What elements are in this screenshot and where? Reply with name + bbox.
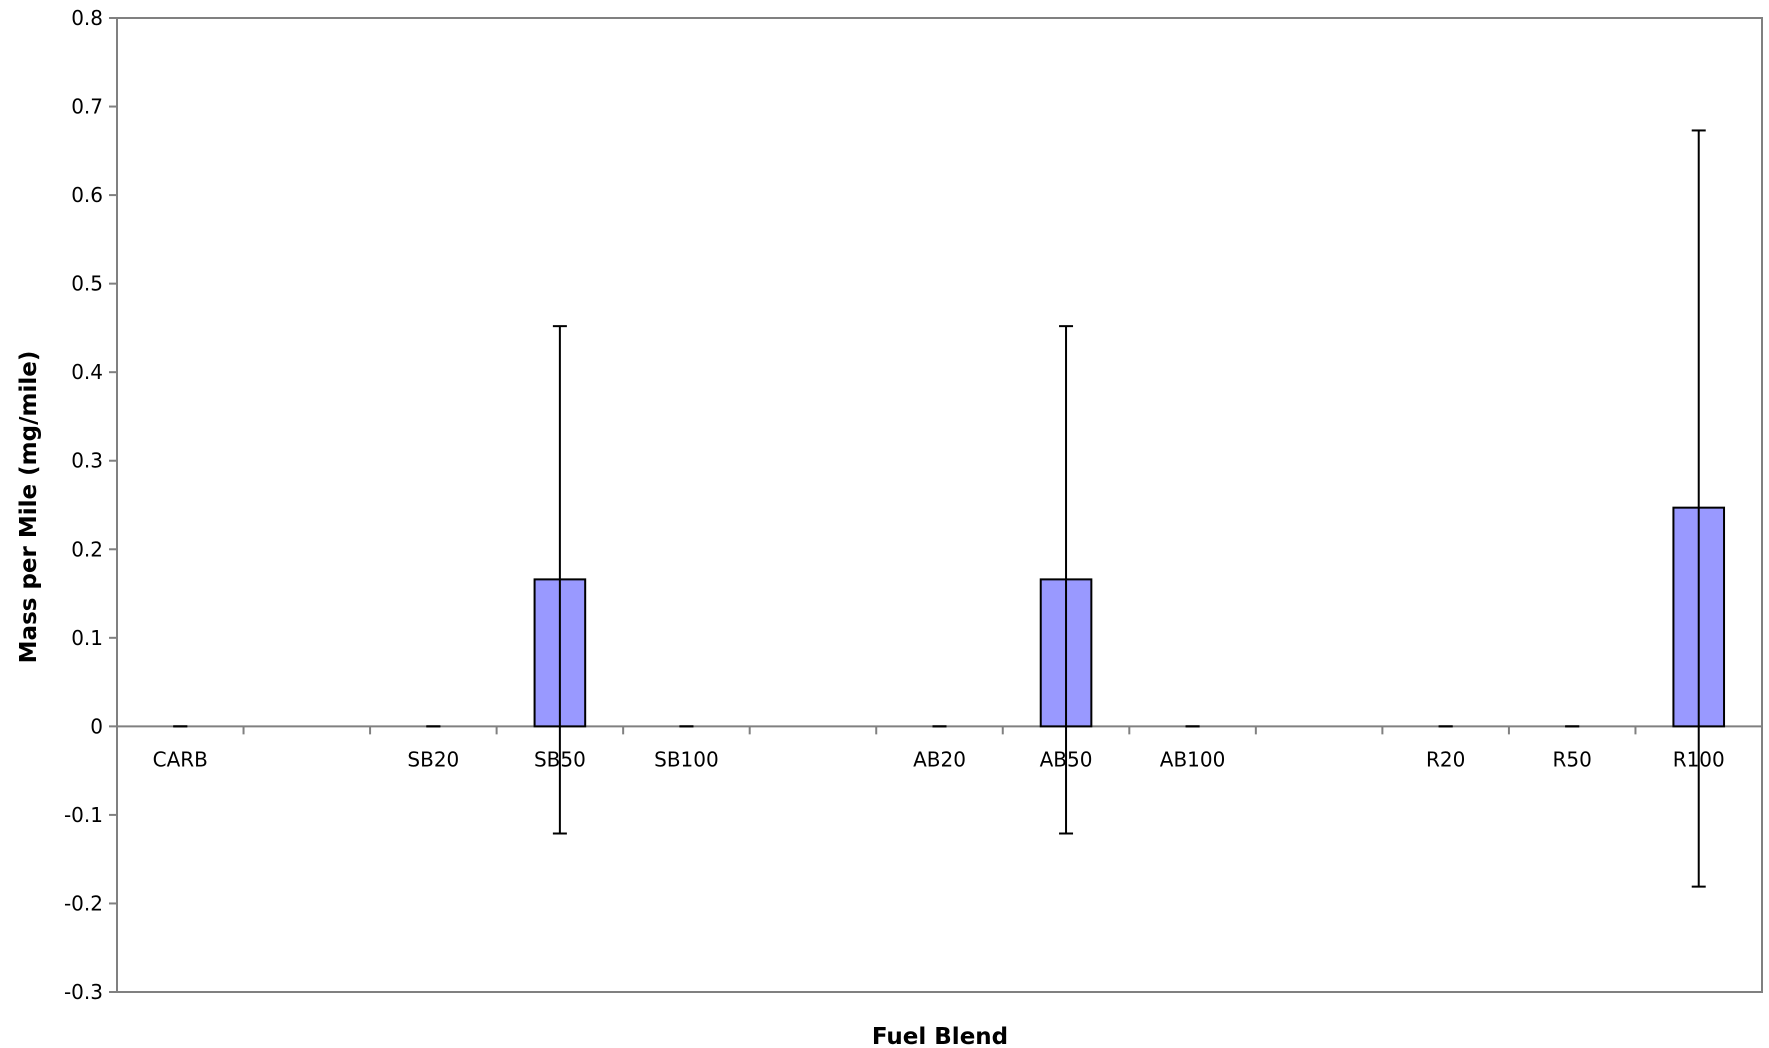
- y-tick-label: 0.8: [71, 6, 103, 30]
- y-tick-label: 0.2: [71, 537, 103, 561]
- y-axis-title: Mass per Mile (mg/mile): [16, 351, 42, 664]
- x-tick-label: CARB: [153, 747, 208, 771]
- y-tick-label: 0.1: [71, 626, 103, 650]
- y-tick-label: 0.5: [71, 272, 103, 296]
- x-tick-label: R100: [1673, 747, 1725, 771]
- y-tick-label: -0.2: [64, 891, 103, 915]
- y-tick-label: 0.3: [71, 449, 103, 473]
- x-tick-label: R50: [1553, 747, 1592, 771]
- y-tick-label: -0.1: [64, 803, 103, 827]
- y-axis: -0.3 -0.2 -0.1 0 0.1 0.2 0.3 0.4 0.5 0.6 0.7 0.8: [64, 6, 117, 1004]
- y-tick-label: 0.4: [71, 360, 103, 384]
- x-tick-label: AB20: [913, 747, 966, 771]
- error-bar-AB50: [1059, 325, 1074, 835]
- y-tick-label: 0: [90, 714, 103, 738]
- y-tick-label: -0.3: [64, 980, 103, 1004]
- x-tick-label: SB100: [654, 747, 719, 771]
- plot-area: [116, 17, 1763, 993]
- x-tick-label: AB50: [1040, 747, 1093, 771]
- x-tick-label: R20: [1426, 747, 1465, 771]
- x-tick-label: AB100: [1160, 747, 1226, 771]
- x-tick-label: SB20: [407, 747, 459, 771]
- category-labels: CARB SB20 SB50 SB100 AB20 AB50 AB100 R20 R50 R100: [153, 747, 1725, 771]
- x-axis-title: Fuel Blend: [872, 1024, 1008, 1048]
- x-tick-label: SB50: [534, 747, 586, 771]
- error-bar-SB50: [552, 325, 567, 835]
- y-tick-label: 0.6: [71, 183, 103, 207]
- error-bars: [173, 129, 1706, 888]
- error-bar-R100: [1691, 129, 1706, 888]
- y-tick-label: 0.7: [71, 95, 103, 119]
